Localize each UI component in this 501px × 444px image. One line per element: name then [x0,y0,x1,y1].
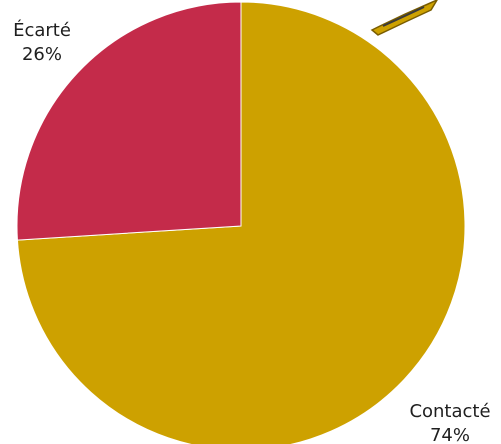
slice-label-contacte: Contacté [409,401,490,422]
brush-stroke-detail [382,6,425,27]
brush-stroke-decoration [370,0,438,36]
slices-layer [16,1,466,444]
slice-label-ecarte: Écarté [13,19,71,41]
pie-slice-ecarte [16,1,242,241]
slice-value-ecarte: 26% [22,44,62,65]
slice-value-contacte: 74% [430,425,470,444]
